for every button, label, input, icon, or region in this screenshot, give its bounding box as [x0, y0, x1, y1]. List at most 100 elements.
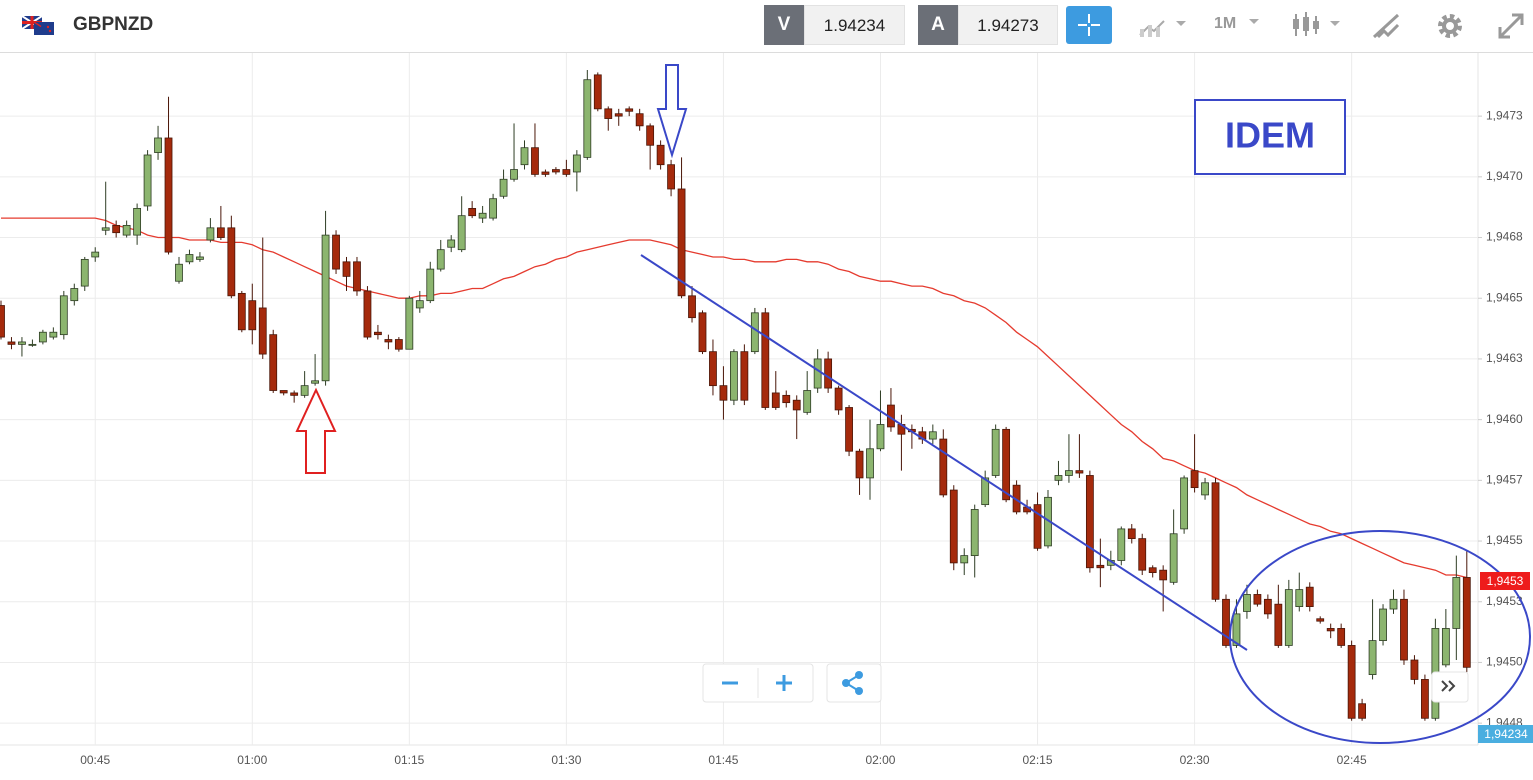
- candle-body: [761, 312, 770, 408]
- y-tick-label: 1,9465: [1486, 290, 1523, 304]
- candle-body: [101, 227, 110, 231]
- bid-price-tag: [1478, 725, 1533, 743]
- candle-body: [1410, 659, 1419, 680]
- candle-body: [1148, 567, 1157, 574]
- candle-body: [531, 147, 539, 175]
- candle-body: [1138, 538, 1147, 571]
- candle-body: [782, 394, 791, 404]
- candle-body: [1222, 598, 1230, 646]
- candle-body: [1326, 628, 1335, 632]
- annotation-text: IDEM: [1225, 115, 1315, 156]
- candle-body: [216, 227, 225, 238]
- ask-label[interactable]: A: [918, 5, 958, 45]
- candle-body: [143, 154, 152, 207]
- candle-body: [363, 290, 372, 338]
- bid-value[interactable]: 1.94234: [804, 5, 905, 45]
- candle-body: [1347, 645, 1356, 719]
- candle-style-button[interactable]: [1290, 10, 1350, 40]
- candle-body: [374, 331, 382, 336]
- candle-body: [1452, 577, 1461, 629]
- candle-body: [321, 234, 330, 382]
- expand-button[interactable]: [1496, 11, 1526, 41]
- x-tick-label: 02:15: [1023, 753, 1053, 767]
- candle-body: [489, 198, 497, 219]
- candle-body: [1075, 470, 1084, 474]
- candle-body: [468, 207, 477, 217]
- candle-body: [845, 407, 853, 452]
- candle-body: [1169, 533, 1178, 583]
- candle-body: [415, 300, 424, 309]
- trend-line: [640, 254, 1248, 651]
- candle-body: [112, 224, 121, 234]
- candle-body: [185, 254, 194, 263]
- candle-body: [698, 312, 707, 353]
- candle-body: [332, 234, 340, 270]
- x-tick-label: 01:30: [551, 753, 581, 767]
- candle-body: [646, 125, 655, 146]
- candle-body: [1180, 477, 1189, 530]
- candle-body: [1274, 603, 1283, 646]
- candle-body: [1253, 594, 1262, 605]
- candle-body: [970, 509, 979, 557]
- candle-body: [1127, 528, 1136, 540]
- ask-value[interactable]: 1.94273: [958, 5, 1058, 45]
- candle-body: [1305, 586, 1314, 607]
- candle-body: [552, 169, 560, 173]
- candle-body: [562, 169, 571, 175]
- candle-body: [59, 295, 68, 336]
- moving-average: [1, 217, 1467, 579]
- candle-body: [133, 207, 142, 236]
- x-tick-label: 00:45: [80, 753, 110, 767]
- candle-body: [730, 351, 738, 401]
- candle-body: [1295, 589, 1304, 608]
- candle-body: [1117, 528, 1126, 561]
- candle-body: [813, 358, 822, 389]
- candle-body: [80, 258, 89, 287]
- candle-body: [583, 79, 592, 158]
- share-button[interactable]: [826, 663, 882, 703]
- candle-body: [300, 385, 309, 396]
- crosshair-button[interactable]: [1066, 6, 1112, 44]
- candle-body: [656, 144, 665, 166]
- draw-button[interactable]: [1372, 11, 1402, 41]
- candle-body: [939, 438, 948, 496]
- symbol: GBPNZD: [73, 14, 154, 35]
- scroll-icon: [1441, 680, 1456, 692]
- candle-body: [175, 263, 183, 282]
- candle-body: [855, 450, 864, 479]
- zoom-in[interactable]: [776, 675, 792, 691]
- timeframe[interactable]: 1M: [1214, 15, 1237, 32]
- candle-body: [593, 74, 602, 110]
- flag-icon: [22, 16, 54, 35]
- candle-body: [405, 297, 414, 350]
- chart-type-button[interactable]: [1136, 11, 1196, 41]
- candle-body: [206, 227, 215, 241]
- candle-body: [1232, 613, 1241, 646]
- up-arrow: [295, 387, 337, 474]
- candle-body: [499, 178, 508, 197]
- candle-body: [876, 424, 885, 450]
- candle-body: [1002, 428, 1011, 501]
- candle-body: [436, 249, 445, 270]
- candle-body: [122, 224, 131, 236]
- x-tick-label: 01:45: [708, 753, 738, 767]
- scroll-button[interactable]: [1431, 671, 1469, 703]
- candle-body: [928, 431, 937, 440]
- x-tick-label: 02:30: [1180, 753, 1210, 767]
- candle-body: [227, 227, 236, 297]
- bid-label[interactable]: V: [764, 5, 804, 45]
- candle-body: [541, 171, 550, 175]
- candle-body: [1462, 577, 1471, 668]
- settings-button[interactable]: [1435, 11, 1465, 41]
- candle-body: [625, 108, 634, 112]
- candle-body: [1033, 504, 1042, 549]
- candle-body: [1190, 470, 1199, 489]
- bid-price-label: 1,94234: [1484, 727, 1528, 741]
- candle-body: [311, 380, 320, 384]
- candle-body: [426, 268, 435, 302]
- candle-body: [1159, 569, 1168, 581]
- candle-body: [949, 489, 958, 564]
- candle-body: [248, 300, 257, 331]
- y-tick-label: 1,9460: [1486, 412, 1523, 426]
